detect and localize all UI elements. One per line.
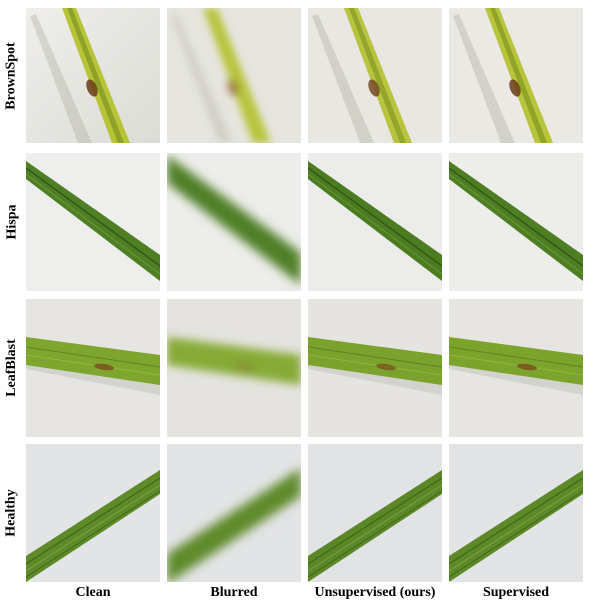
row-label-healthy: Healthy	[4, 489, 20, 537]
row-label-hispa: Hispa	[4, 204, 20, 240]
image-brownspot-clean	[26, 8, 160, 143]
image-hispa-supervised	[449, 153, 583, 291]
image-healthy-clean	[26, 444, 160, 582]
column-label-unsupervised: Unsupervised (ours)	[314, 585, 436, 600]
image-leafblast-unsupervised	[308, 299, 442, 437]
column-label-supervised: Supervised	[482, 585, 550, 600]
image-leafblast-blurred	[167, 299, 301, 437]
image-brownspot-supervised	[449, 8, 583, 143]
image-healthy-unsupervised	[308, 444, 442, 582]
column-label-clean: Clean	[75, 585, 111, 600]
column-label-blurred: Blurred	[210, 585, 258, 600]
image-leafblast-supervised	[449, 299, 583, 437]
image-healthy-blurred	[167, 444, 301, 582]
image-leafblast-clean	[26, 299, 160, 437]
row-label-leafblast: LeafBlast	[4, 339, 19, 397]
image-healthy-supervised	[449, 444, 583, 582]
image-brownspot-blurred	[167, 8, 301, 143]
image-hispa-clean	[26, 153, 160, 291]
row-label-brownspot: BrownSpot	[4, 41, 19, 110]
image-brownspot-unsupervised	[308, 8, 442, 143]
image-hispa-unsupervised	[308, 153, 442, 291]
image-hispa-blurred	[167, 153, 301, 291]
